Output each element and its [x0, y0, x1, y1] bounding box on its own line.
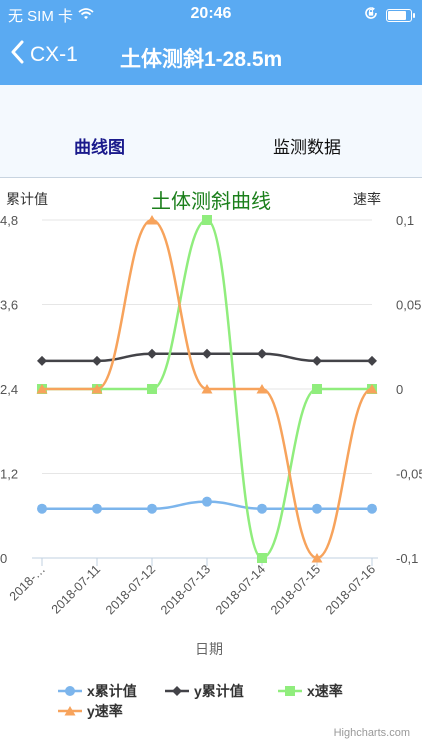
y-right-tick-label: 0,05 [396, 298, 421, 313]
legend-item[interactable]: x速率 [278, 683, 343, 699]
x-axis-label: 日期 [195, 641, 223, 657]
y-left-axis-label: 累计值 [6, 191, 48, 207]
legend-item[interactable]: x累计值 [58, 683, 137, 699]
orientation-lock-icon [364, 6, 378, 24]
x-tick-label: 2018-… [7, 562, 48, 603]
series-0-point [37, 503, 47, 514]
chart-container: 01,22,43,64,8-0,1-0,0500,050,12018-…2018… [0, 178, 422, 750]
series-3-point [311, 553, 323, 563]
legend-item[interactable]: y速率 [58, 703, 123, 719]
y-right-axis-label: 速率 [353, 191, 381, 207]
status-left: 无 SIM 卡 [8, 5, 94, 26]
legend-item[interactable]: y累计值 [165, 683, 244, 699]
series-2-point [257, 553, 267, 563]
y-left-tick-label: 2,4 [0, 382, 18, 397]
series-2-point [312, 384, 322, 394]
series-0-point [202, 496, 212, 507]
x-tick-label: 2018-07-11 [49, 562, 103, 616]
series-1-point [92, 355, 102, 366]
x-tick-label: 2018-07-14 [213, 562, 268, 617]
credits-link[interactable]: Highcharts.com [334, 727, 410, 739]
wifi-icon [78, 7, 94, 24]
series-3-point [256, 384, 268, 394]
tab-chart[interactable]: 曲线图 [74, 138, 125, 157]
legend: x累计值 y累计值 x速率 y速率 [58, 683, 343, 719]
legend-label: y速率 [87, 703, 123, 719]
inclination-chart: 01,22,43,64,8-0,1-0,0500,050,12018-…2018… [0, 190, 422, 739]
y-left-tick-label: 0 [0, 551, 7, 566]
y-left-tick-label: 1,2 [0, 467, 18, 482]
series-3-point [91, 384, 103, 394]
legend-label: y累计值 [194, 683, 244, 699]
legend-marker [172, 686, 182, 696]
series-3-point [366, 384, 378, 394]
x-tick-label: 2018-07-16 [323, 562, 378, 617]
series-1-point [202, 348, 212, 359]
nav-bar: CX-1 土体测斜1-28.5m [0, 28, 422, 85]
series-layer [36, 215, 378, 563]
y-right-tick-label: -0,05 [396, 467, 422, 482]
y-right-tick-label: 0,1 [396, 213, 414, 228]
carrier-label: 无 SIM 卡 [8, 8, 74, 25]
series-1-point [147, 348, 157, 359]
series-1-point [367, 355, 377, 366]
axis-layer: 01,22,43,64,8-0,1-0,0500,050,12018-…2018… [0, 213, 422, 617]
page-title: 土体测斜1-28.5m [120, 48, 283, 71]
series-1-point [257, 348, 267, 359]
x-tick-label: 2018-07-12 [103, 562, 158, 617]
series-3-point [201, 384, 213, 394]
series-3-point [36, 384, 48, 394]
battery-fill [388, 10, 406, 20]
series-1-point [312, 355, 322, 366]
legend-marker [65, 686, 75, 696]
x-tick-label: 2018-07-13 [158, 562, 213, 617]
legend-label: x累计值 [87, 683, 137, 699]
y-right-tick-label: -0,1 [396, 551, 418, 566]
status-right [364, 6, 415, 24]
series-3-point [146, 215, 158, 225]
y-right-tick-label: 0 [396, 382, 403, 397]
series-0-point [257, 503, 267, 514]
x-tick-label: 2018-07-15 [268, 562, 323, 617]
back-label: CX-1 [30, 42, 78, 66]
y-left-tick-label: 4,8 [0, 213, 18, 228]
legend-marker [64, 706, 76, 716]
status-time: 20:46 [190, 5, 232, 22]
series-0-point [92, 503, 102, 514]
battery-icon [386, 8, 415, 22]
legend-label: x速率 [307, 683, 343, 699]
series-0-point [147, 503, 157, 514]
series-2-point [202, 215, 212, 225]
back-button[interactable]: CX-1 [10, 40, 78, 69]
series-1-point [37, 355, 47, 366]
legend-marker [285, 686, 295, 696]
chevron-left-icon [10, 40, 24, 69]
tab-monitoring-data[interactable]: 监测数据 [273, 138, 341, 157]
status-bar: 无 SIM 卡 20:46 [0, 0, 422, 28]
series-0-point [312, 503, 322, 514]
tab-bar: 曲线图 监测数据 [0, 85, 422, 178]
series-2-point [147, 384, 157, 394]
y-left-tick-label: 3,6 [0, 298, 18, 313]
series-2-line [41, 218, 372, 560]
chart-title: 土体测斜曲线 [151, 190, 271, 213]
series-0-point [367, 503, 377, 514]
